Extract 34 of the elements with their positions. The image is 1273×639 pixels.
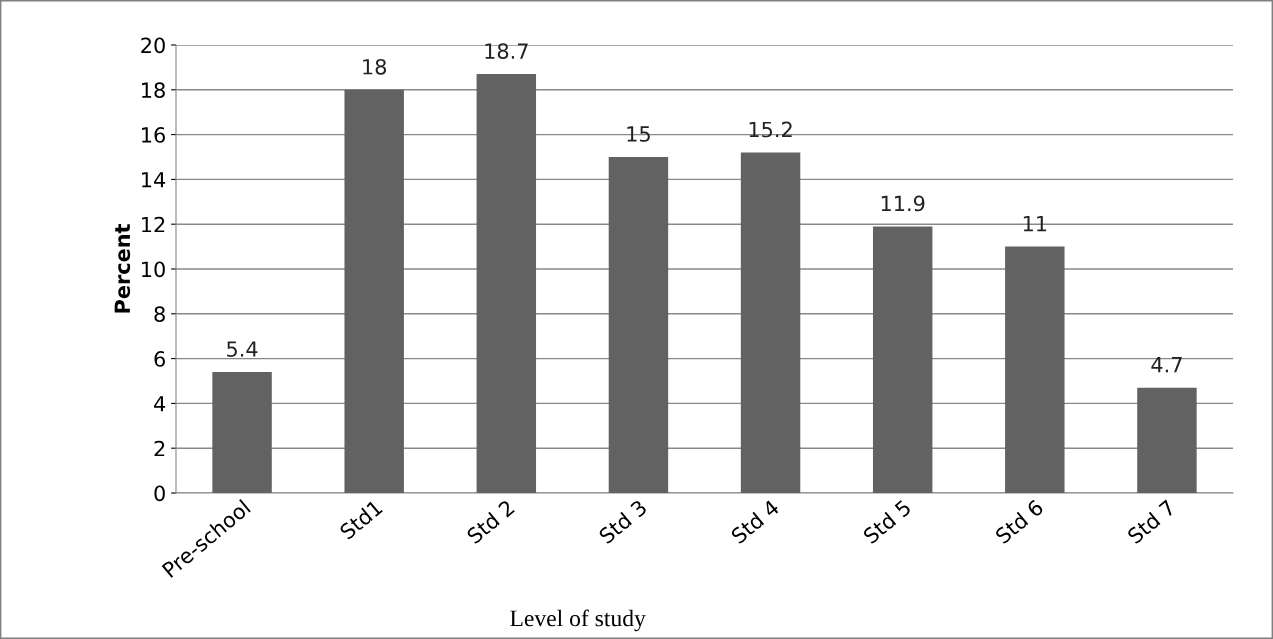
data-label: 11 <box>1023 215 1047 232</box>
bar <box>608 157 669 493</box>
x-tick-label: Std 5 <box>861 499 912 545</box>
y-tick-label: 10 <box>142 261 165 278</box>
y-tick-label: 4 <box>154 396 166 412</box>
data-label: 5.4 <box>227 341 258 357</box>
data-label: 15 <box>627 126 650 142</box>
x-tick-label: Std 2 <box>465 499 516 545</box>
data-label: 18 <box>363 58 387 75</box>
data-label: 18.7 <box>485 43 528 59</box>
y-tick-label: 20 <box>141 37 165 54</box>
y-tick-label: 14 <box>142 172 166 188</box>
data-label: 11.9 <box>881 195 925 212</box>
x-axis-title: Level of study <box>510 609 646 632</box>
y-tick-label: 16 <box>142 127 165 143</box>
bar <box>212 372 272 493</box>
y-axis-title: Percent <box>114 224 131 313</box>
bar <box>344 89 404 493</box>
x-tick-label: Std 6 <box>994 498 1045 545</box>
x-tick-label: Std 3 <box>597 498 648 545</box>
y-tick-label: 2 <box>154 440 165 457</box>
data-label: 4.7 <box>1151 357 1182 373</box>
bar <box>740 152 801 493</box>
y-tick-label: 18 <box>142 82 165 99</box>
y-tick-label: 8 <box>154 306 165 323</box>
bar <box>476 74 537 493</box>
x-tick-label: Std 7 <box>1126 499 1176 545</box>
bar <box>1137 387 1197 493</box>
y-tick-label: 6 <box>154 351 165 367</box>
data-label: 15.2 <box>749 121 792 138</box>
bar <box>872 226 933 493</box>
x-tick-label: Std 4 <box>729 498 781 545</box>
bar <box>1005 246 1065 493</box>
y-tick-label: 12 <box>142 216 165 233</box>
